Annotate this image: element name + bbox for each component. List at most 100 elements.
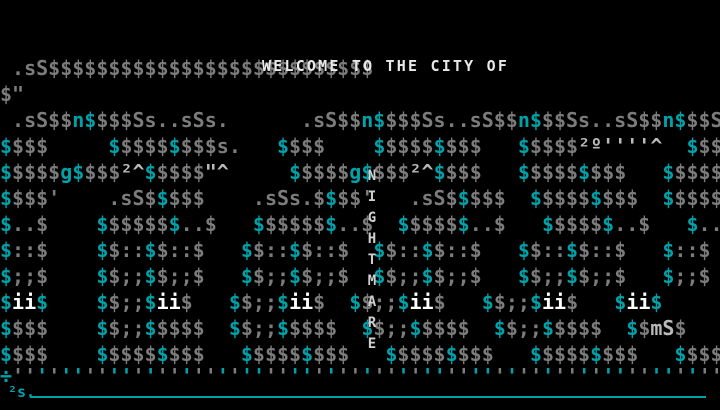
ascii-segment: $ xyxy=(433,290,446,314)
ascii-segment: $ xyxy=(325,186,338,210)
vertical-label-letter: T xyxy=(367,252,377,268)
ascii-segment: $$Ss.s. xyxy=(686,108,720,132)
ascii-segment: ..$ xyxy=(337,212,374,236)
ascii-segment: $$$$ xyxy=(120,134,169,158)
ascii-segment: $ xyxy=(36,290,49,314)
filler-glyph: ' xyxy=(530,364,543,388)
ascii-segment: $ xyxy=(144,264,157,288)
ascii-segment: $$$ xyxy=(12,342,49,366)
filler-glyph: ' xyxy=(445,364,458,388)
ascii-art-row: $ii$ $$;;$ii$ $$;;$ii$ $$;;$ii$ $$;;$ii$… xyxy=(0,289,662,315)
ascii-art-row: $$$$ $$;;$$$$$ $$;;$$$$$ $$;;$$$$$ $$;;$… xyxy=(0,315,687,341)
ascii-segment xyxy=(638,186,662,210)
bottom-filler-row: ÷'''''''''''''''''''''''''''''''''''''''… xyxy=(0,363,720,389)
ascii-segment: $ xyxy=(313,290,326,314)
ascii-segment xyxy=(626,160,662,184)
ascii-segment: $ xyxy=(686,134,699,158)
ascii-segment: $ xyxy=(0,160,13,184)
ascii-segment xyxy=(482,238,518,262)
ascii-segment: $$$ xyxy=(457,342,494,366)
ascii-segment xyxy=(506,212,542,236)
vertical-label-letter: I xyxy=(367,189,377,205)
ascii-art-row: $" "$ xyxy=(0,81,720,107)
ascii-segment xyxy=(205,264,241,288)
ascii-segment: $;; xyxy=(385,264,422,288)
filler-glyph: ' xyxy=(180,364,193,388)
ascii-segment: $$$$ xyxy=(156,160,205,184)
ascii-segment xyxy=(650,212,686,236)
ascii-segment: ²^ xyxy=(120,160,145,184)
ascii-segment: $;; xyxy=(240,316,277,340)
ascii-segment xyxy=(482,264,518,288)
ascii-segment: $ xyxy=(144,238,157,262)
ascii-segment: $ xyxy=(397,290,410,314)
ascii-segment: $ xyxy=(493,316,506,340)
ascii-segment: ii xyxy=(289,290,314,314)
ascii-segment: $ xyxy=(529,290,542,314)
ascii-segment xyxy=(48,134,108,158)
vertical-label-letter: R xyxy=(367,315,377,331)
ascii-segment: $ xyxy=(373,134,386,158)
ascii-segment xyxy=(470,316,494,340)
ascii-segment: n$ xyxy=(72,108,97,132)
ascii-segment: $;; xyxy=(361,290,398,314)
ascii-segment: $ xyxy=(96,264,109,288)
ascii-segment: n$ xyxy=(361,108,386,132)
ascii-segment: $$$$ xyxy=(698,134,720,158)
ascii-segment: $ xyxy=(144,160,157,184)
ascii-segment: $$$' xyxy=(12,186,61,210)
ascii-segment: $$$ xyxy=(12,134,49,158)
ascii-segment: $ xyxy=(325,212,338,236)
filler-glyph: ' xyxy=(168,364,181,388)
ascii-segment: $ xyxy=(168,212,181,236)
ascii-segment: $ xyxy=(662,186,675,210)
ascii-segment: $ xyxy=(0,316,13,340)
ascii-segment: $ xyxy=(566,290,579,314)
vertical-label-letter: H xyxy=(367,231,377,247)
filler-glyph: ' xyxy=(397,364,410,388)
ascii-segment: $ xyxy=(421,238,434,262)
ascii-segment: $;;$ xyxy=(433,264,482,288)
ascii-art-row: $::$ $$::$$::$ $$::$$::$ $$::$$::$ $$::$… xyxy=(0,237,720,263)
ascii-segment: $ xyxy=(301,342,314,366)
ascii-segment: $$Ss..sS$$ xyxy=(541,108,663,132)
ascii-segment: $ xyxy=(662,264,675,288)
ascii-segment: ..$ xyxy=(614,212,651,236)
filler-glyph: ' xyxy=(192,364,205,388)
ascii-segment: $:: xyxy=(108,238,145,262)
filler-glyph: ÷ xyxy=(0,364,13,388)
ascii-segment xyxy=(205,316,229,340)
ascii-segment: mS xyxy=(650,316,675,340)
ascii-segment xyxy=(325,290,349,314)
filler-glyph: ' xyxy=(228,364,241,388)
ascii-segment: ;;$ xyxy=(12,264,49,288)
filler-glyph: ' xyxy=(542,364,555,388)
ascii-segment xyxy=(241,134,277,158)
ascii-segment xyxy=(205,186,253,210)
filler-glyph: ' xyxy=(240,364,253,388)
ascii-segment: $ xyxy=(349,290,362,314)
ascii-segment: $ xyxy=(228,316,241,340)
ascii-segment: ..$ xyxy=(469,212,506,236)
ascii-art-row: $$$$ $$$$$$$$$ $$$$$$$$$ $$$$$$$$$ $$$$$… xyxy=(0,341,720,367)
ascii-segment: ii xyxy=(626,290,651,314)
filler-glyph: ' xyxy=(614,364,627,388)
page-title: WELCOME TO THE CITY OF xyxy=(262,57,510,75)
ascii-segment: $ xyxy=(277,290,290,314)
ascii-segment xyxy=(217,212,253,236)
filler-glyph: ' xyxy=(144,364,157,388)
ascii-segment: $ xyxy=(228,290,241,314)
ascii-segment: $ xyxy=(566,238,579,262)
ascii-segment xyxy=(446,290,482,314)
ascii-segment: $ xyxy=(662,160,675,184)
ascii-segment: $ xyxy=(566,264,579,288)
ascii-segment: $ xyxy=(481,290,494,314)
ascii-segment: $$$ xyxy=(373,160,410,184)
ascii-segment: $ xyxy=(602,212,615,236)
ascii-segment: $::$ xyxy=(156,238,205,262)
filler-glyph: ' xyxy=(361,364,374,388)
ascii-segment: $ xyxy=(397,212,410,236)
filler-glyph: ' xyxy=(373,364,386,388)
ascii-segment xyxy=(60,186,108,210)
